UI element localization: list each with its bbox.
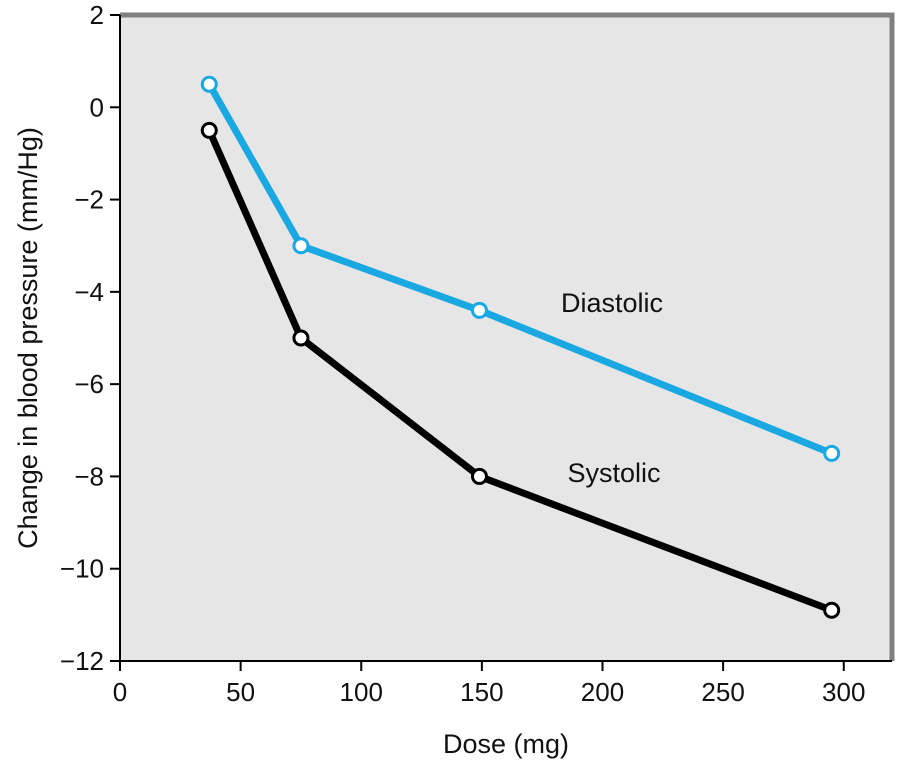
x-tick-label: 150 [460,677,503,707]
series-labels: Diastolic Systolic [561,288,663,488]
y-tick-label: −10 [60,554,104,584]
x-tick-label: 200 [581,677,624,707]
series-label-diastolic: Diastolic [561,288,663,318]
plot-frame [120,12,895,661]
x-tick-label: 300 [822,677,865,707]
data-point-diastolic [823,444,841,462]
x-tick-label: 100 [340,677,383,707]
series-layer [200,75,841,619]
x-tick-label: 250 [701,677,744,707]
data-point-diastolic [470,301,488,319]
data-point-diastolic [292,237,310,255]
data-point-systolic [823,601,841,619]
data-point-systolic [470,467,488,485]
data-point-systolic [200,121,218,139]
y-tick-label: −2 [74,185,104,215]
data-point-systolic [292,329,310,347]
series-systolic [200,121,841,619]
series-diastolic [200,75,841,462]
y-tick-label: −12 [60,646,104,676]
plot-background [120,15,892,661]
y-tick-label: −4 [74,277,104,307]
y-tick-label: 0 [90,92,104,122]
data-point-diastolic [200,75,218,93]
x-tick-label: 50 [226,677,255,707]
series-label-systolic: Systolic [567,458,660,488]
x-axis-label: Dose (mg) [443,729,569,759]
y-tick-label: −8 [74,461,104,491]
y-axis-label: Change in blood pressure (mm/Hg) [13,127,43,549]
y-tick-label: −6 [74,369,104,399]
series-line-systolic [206,128,833,614]
x-tick-label: 0 [113,677,127,707]
series-line-diastolic [206,82,834,457]
y-ticks: 2 0 −2 −4 −6 −8 −10 −12 [60,0,120,676]
y-tick-label: 2 [90,0,104,30]
x-ticks: 0 50 100 150 200 250 300 [113,661,865,707]
